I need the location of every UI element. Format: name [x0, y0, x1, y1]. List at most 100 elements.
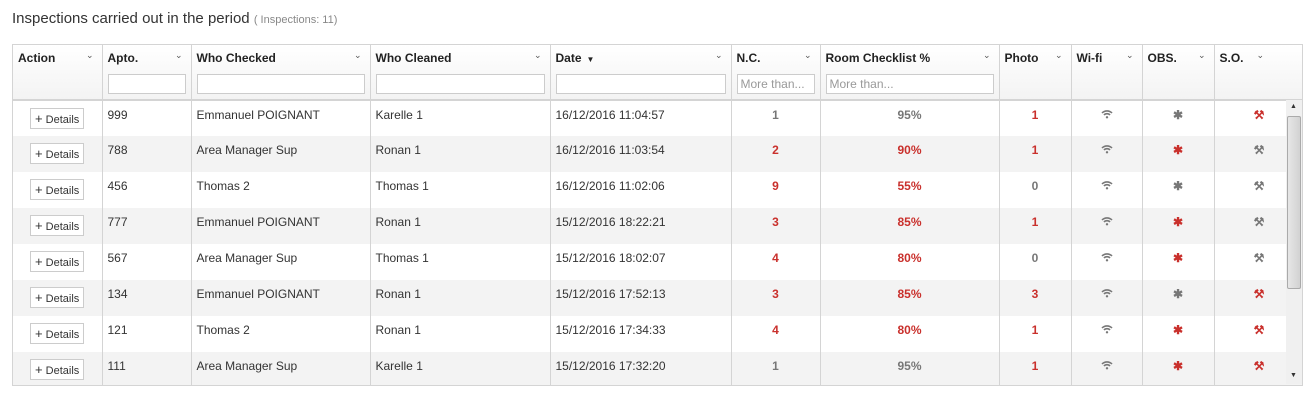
who-checked-cell: Emmanuel POIGNANT	[191, 100, 371, 136]
column-header-apto[interactable]: Apto. ⌄	[102, 45, 192, 101]
details-button[interactable]: + Details	[30, 179, 85, 200]
details-button[interactable]: + Details	[30, 251, 85, 272]
tools-icon[interactable]: ⚒	[1253, 179, 1265, 193]
who-checked-cell: Emmanuel POIGNANT	[191, 280, 371, 316]
column-label: S.O.	[1219, 51, 1244, 65]
column-label: Apto.	[107, 51, 139, 65]
tools-icon[interactable]: ⚒	[1253, 323, 1265, 337]
column-label: Date	[555, 51, 582, 65]
wifi-icon	[1100, 181, 1113, 190]
asterisk-icon[interactable]: ✱	[1172, 179, 1184, 193]
details-button[interactable]: + Details	[30, 108, 85, 129]
action-cell: + Details	[13, 244, 103, 280]
asterisk-icon[interactable]: ✱	[1172, 108, 1184, 122]
wifi-icon	[1100, 325, 1113, 334]
column-header-obs[interactable]: OBS. ⌄	[1142, 45, 1215, 101]
table-row[interactable]: + Details 777 Emmanuel POIGNANT Ronan 1 …	[13, 208, 1302, 244]
table-row[interactable]: + Details 788 Area Manager Sup Ronan 1 1…	[13, 136, 1302, 172]
obs-cell: ✱	[1142, 352, 1215, 385]
column-label: Wi-fi	[1076, 51, 1103, 65]
table-row[interactable]: + Details 111 Area Manager Sup Karelle 1…	[13, 352, 1302, 385]
asterisk-icon[interactable]: ✱	[1172, 143, 1184, 157]
column-header-who-cleaned[interactable]: Who Cleaned ⌄	[370, 45, 551, 101]
asterisk-icon[interactable]: ✱	[1172, 359, 1184, 373]
who-cleaned-cell: Karelle 1	[370, 352, 551, 385]
column-header-s-o[interactable]: S.O. ⌄	[1214, 45, 1302, 101]
checklist-percent-cell: 80%	[820, 244, 1000, 280]
filter-date-input[interactable]	[555, 74, 726, 94]
column-menu-chevron-icon[interactable]: ⌄	[714, 50, 723, 60]
wifi-cell	[1071, 172, 1143, 208]
tools-icon[interactable]: ⚒	[1253, 143, 1265, 157]
column-menu-chevron-icon[interactable]: ⌄	[174, 50, 183, 60]
filter-n-c-input[interactable]: More than...	[736, 74, 815, 94]
column-header-photo[interactable]: Photo ⌄	[999, 45, 1072, 101]
tools-icon[interactable]: ⚒	[1253, 287, 1265, 301]
plus-icon: +	[35, 182, 43, 197]
apto-cell: 111	[102, 352, 192, 385]
column-header-action[interactable]: Action ⌄	[13, 45, 103, 101]
table-row[interactable]: + Details 999 Emmanuel POIGNANT Karelle …	[13, 100, 1302, 136]
tools-icon[interactable]: ⚒	[1253, 359, 1265, 373]
asterisk-icon[interactable]: ✱	[1172, 251, 1184, 265]
filter-room-checklist-input[interactable]: More than...	[825, 74, 994, 94]
details-button[interactable]: + Details	[30, 143, 85, 164]
details-button[interactable]: + Details	[30, 323, 85, 344]
obs-cell: ✱	[1142, 316, 1215, 352]
sort-desc-icon[interactable]: ▼	[586, 55, 595, 64]
photo-cell: 0	[999, 244, 1072, 280]
column-label: Who Cleaned	[375, 51, 452, 65]
column-menu-chevron-icon[interactable]: ⌄	[353, 50, 362, 60]
wifi-icon	[1100, 145, 1113, 154]
filter-who-cleaned-input[interactable]	[375, 74, 545, 94]
scroll-up-arrow-icon[interactable]: ▲	[1290, 103, 1297, 110]
details-button[interactable]: + Details	[30, 359, 85, 380]
nc-cell: 4	[731, 316, 821, 352]
wifi-icon	[1100, 253, 1113, 262]
column-menu-chevron-icon[interactable]: ⌄	[803, 50, 812, 60]
who-checked-cell: Thomas 2	[191, 172, 371, 208]
table-row[interactable]: + Details 134 Emmanuel POIGNANT Ronan 1 …	[13, 280, 1302, 316]
column-header-room-checklist[interactable]: Room Checklist % ⌄ More than...	[820, 45, 1000, 101]
nc-cell: 2	[731, 136, 821, 172]
asterisk-icon[interactable]: ✱	[1172, 323, 1184, 337]
who-cleaned-cell: Thomas 1	[370, 244, 551, 280]
column-header-date[interactable]: Date ▼ ⌄	[550, 45, 732, 101]
column-menu-chevron-icon[interactable]: ⌄	[1054, 50, 1063, 60]
column-menu-chevron-icon[interactable]: ⌄	[1256, 50, 1265, 60]
action-cell: + Details	[13, 280, 103, 316]
tools-icon[interactable]: ⚒	[1253, 108, 1265, 122]
vertical-scrollbar[interactable]: ▲ ▼	[1286, 100, 1302, 384]
column-menu-chevron-icon[interactable]: ⌄	[533, 50, 542, 60]
column-menu-chevron-icon[interactable]: ⌄	[982, 50, 991, 60]
date-cell: 16/12/2016 11:03:54	[550, 136, 732, 172]
scrollbar-thumb[interactable]	[1287, 116, 1301, 289]
column-menu-chevron-icon[interactable]: ⌄	[1197, 50, 1206, 60]
scroll-down-arrow-icon[interactable]: ▼	[1290, 372, 1297, 379]
table-row[interactable]: + Details 456 Thomas 2 Thomas 1 16/12/20…	[13, 172, 1302, 208]
details-button[interactable]: + Details	[30, 287, 85, 308]
column-header-n-c[interactable]: N.C. ⌄ More than...	[731, 45, 821, 101]
wifi-icon	[1100, 361, 1113, 370]
asterisk-icon[interactable]: ✱	[1172, 215, 1184, 229]
plus-icon: +	[35, 290, 43, 305]
column-menu-chevron-icon[interactable]: ⌄	[1125, 50, 1134, 60]
table-row[interactable]: + Details 121 Thomas 2 Ronan 1 15/12/201…	[13, 316, 1302, 352]
wifi-cell	[1071, 280, 1143, 316]
table-row[interactable]: + Details 567 Area Manager Sup Thomas 1 …	[13, 244, 1302, 280]
column-menu-chevron-icon[interactable]: ⌄	[85, 50, 94, 60]
apto-cell: 999	[102, 100, 192, 136]
who-cleaned-cell: Ronan 1	[370, 280, 551, 316]
asterisk-icon[interactable]: ✱	[1172, 287, 1184, 301]
tools-icon[interactable]: ⚒	[1253, 215, 1265, 229]
obs-cell: ✱	[1142, 172, 1215, 208]
column-header-wi-fi[interactable]: Wi-fi ⌄	[1071, 45, 1143, 101]
checklist-percent-cell: 80%	[820, 316, 1000, 352]
tools-icon[interactable]: ⚒	[1253, 251, 1265, 265]
plus-icon: +	[35, 326, 43, 341]
date-cell: 15/12/2016 18:02:07	[550, 244, 732, 280]
column-header-who-checked[interactable]: Who Checked ⌄	[191, 45, 371, 101]
filter-apto-input[interactable]	[107, 74, 186, 94]
details-button[interactable]: + Details	[30, 215, 85, 236]
filter-who-checked-input[interactable]	[196, 74, 365, 94]
